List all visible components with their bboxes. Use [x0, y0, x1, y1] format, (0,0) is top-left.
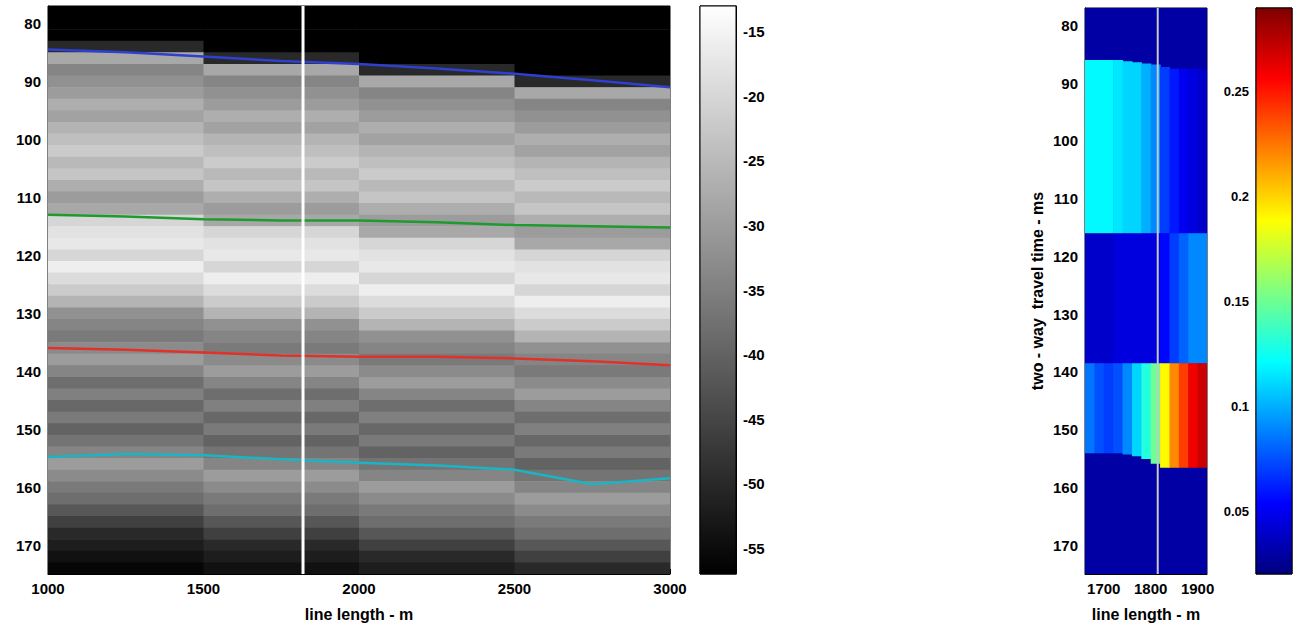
- svg-text:line length - m: line length - m: [305, 606, 413, 623]
- svg-text:-55: -55: [743, 540, 765, 557]
- svg-text:line length - m: line length - m: [1092, 606, 1200, 623]
- svg-text:2000: 2000: [342, 580, 375, 597]
- svg-text:-40: -40: [743, 346, 765, 363]
- svg-text:170: 170: [16, 537, 41, 554]
- svg-text:-15: -15: [743, 23, 765, 40]
- svg-text:-50: -50: [743, 475, 765, 492]
- svg-text:two - way travel time - ms: two - way travel time - ms: [1029, 192, 1046, 390]
- svg-text:2500: 2500: [498, 580, 531, 597]
- svg-text:-45: -45: [743, 411, 765, 428]
- svg-text:-35: -35: [743, 282, 765, 299]
- svg-text:140: 140: [16, 363, 41, 380]
- svg-text:0.05: 0.05: [1224, 504, 1249, 519]
- svg-text:1500: 1500: [187, 580, 220, 597]
- svg-text:90: 90: [1061, 75, 1078, 92]
- svg-text:-20: -20: [743, 88, 765, 105]
- svg-text:110: 110: [1054, 190, 1078, 207]
- svg-text:0.25: 0.25: [1224, 84, 1249, 99]
- svg-text:-25: -25: [743, 152, 765, 169]
- svg-text:1800: 1800: [1134, 580, 1167, 597]
- svg-text:170: 170: [1053, 537, 1078, 554]
- svg-text:100: 100: [16, 131, 41, 148]
- svg-text:150: 150: [1053, 421, 1078, 438]
- svg-text:80: 80: [24, 15, 41, 32]
- svg-text:1000: 1000: [31, 580, 64, 597]
- svg-text:90: 90: [24, 73, 41, 90]
- svg-text:120: 120: [16, 247, 41, 264]
- svg-text:0.1: 0.1: [1231, 399, 1249, 414]
- svg-text:160: 160: [1053, 479, 1078, 496]
- svg-text:80: 80: [1061, 17, 1078, 34]
- svg-text:130: 130: [1053, 306, 1078, 323]
- svg-text:130: 130: [16, 305, 41, 322]
- svg-text:1900: 1900: [1181, 580, 1214, 597]
- svg-text:1700: 1700: [1087, 580, 1120, 597]
- svg-text:120: 120: [1053, 248, 1078, 265]
- svg-text:150: 150: [16, 421, 41, 438]
- svg-text:160: 160: [16, 479, 41, 496]
- svg-text:140: 140: [1053, 363, 1078, 380]
- svg-text:0.15: 0.15: [1224, 294, 1249, 309]
- svg-text:0.2: 0.2: [1231, 189, 1249, 204]
- svg-text:3000: 3000: [653, 580, 686, 597]
- svg-text:100: 100: [1053, 132, 1078, 149]
- svg-text:-30: -30: [743, 217, 765, 234]
- svg-text:110: 110: [17, 189, 41, 206]
